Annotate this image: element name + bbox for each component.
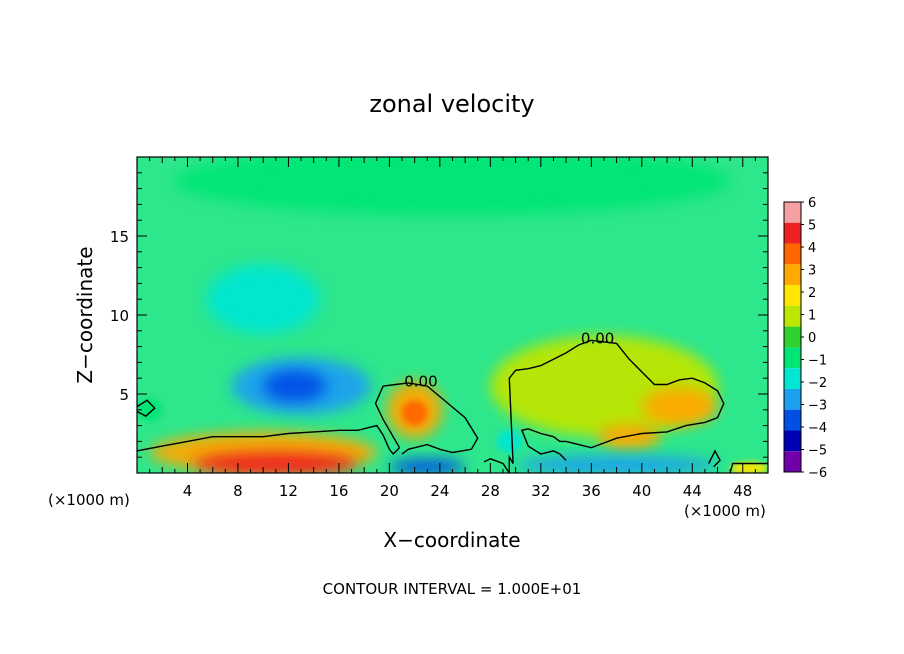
colorbar-label: 2 xyxy=(808,286,816,301)
colorbar-swatch xyxy=(784,285,801,306)
colorbar-swatch xyxy=(784,430,801,452)
x-unit-right: (×1000 m) xyxy=(684,502,766,520)
x-tick-label: 24 xyxy=(430,482,449,500)
contour-labels: 0.00 0.00 xyxy=(404,330,614,391)
x-tick-label: 8 xyxy=(233,482,243,500)
zero-contour-middle xyxy=(374,382,479,455)
colorbar-label: −1 xyxy=(808,354,827,369)
left-mid-negative-core xyxy=(263,370,327,402)
colorbar-label: −6 xyxy=(808,466,827,481)
colorbar-label: 0 xyxy=(808,331,816,346)
left-surface-positive-core xyxy=(193,452,358,473)
zero-contour-small-45 xyxy=(708,449,721,468)
x-tick-label: 28 xyxy=(481,482,500,500)
x-tick-label: 36 xyxy=(582,482,601,500)
colorbar-swatch xyxy=(784,243,801,265)
cyan-patch-29 xyxy=(496,430,522,453)
colorbar-swatch xyxy=(784,368,801,389)
x-tick-label: 44 xyxy=(683,482,702,500)
plot-area xyxy=(137,157,768,473)
surface-negative-mid xyxy=(389,458,466,473)
x-tick-label: 16 xyxy=(329,482,348,500)
colorbar-label: 4 xyxy=(808,241,816,256)
colorbar-label: 1 xyxy=(808,309,816,324)
right-positive-cell xyxy=(641,387,718,426)
colorbar-swatch xyxy=(784,202,801,223)
colorbar-label: −5 xyxy=(808,444,827,459)
surface-positive-48 xyxy=(730,461,768,473)
chart-title: zonal velocity xyxy=(369,90,534,118)
colorbar-label: −3 xyxy=(808,399,827,414)
colorbar-swatch xyxy=(784,305,801,327)
colorbar: 6 5 4 3 2 1 0 −1 −2 −3 −4 −5 −6 xyxy=(783,196,827,481)
colorbar-label: 3 xyxy=(808,264,816,279)
colorbar-swatch xyxy=(784,347,801,369)
zero-contour-left-small xyxy=(137,399,156,417)
left-upper-negative xyxy=(206,264,320,334)
x-tick-label: 32 xyxy=(531,482,550,500)
x-tick-label: 48 xyxy=(733,482,752,500)
x-axis-label: X−coordinate xyxy=(383,528,520,552)
zero-contour-lower-left xyxy=(137,424,400,456)
x-tick-label: 20 xyxy=(380,482,399,500)
x-tick-label: 4 xyxy=(183,482,193,500)
contour-interval-note: CONTOUR INTERVAL = 1.000E+01 xyxy=(323,580,582,598)
y-axis: 5 10 15 xyxy=(110,156,768,474)
x-unit-left: (×1000 m) xyxy=(48,491,130,509)
contour-label: 0.00 xyxy=(581,330,614,348)
colorbar-swatch xyxy=(784,264,801,286)
x-tick-label: 40 xyxy=(632,482,651,500)
x-axis: 4 8 12 16 20 24 28 32 36 40 44 48 xyxy=(136,157,769,500)
colorbar-swatch xyxy=(784,409,801,431)
contour-label: 0.00 xyxy=(404,372,437,390)
y-tick-label: 10 xyxy=(110,307,129,325)
upper-cyan-layer xyxy=(174,157,731,216)
right-positive-low xyxy=(597,424,661,450)
zero-contour-right xyxy=(483,339,725,473)
colorbar-swatch xyxy=(784,388,801,410)
colorbar-swatch xyxy=(784,326,801,348)
colorbar-label: −4 xyxy=(808,421,827,436)
colorbar-label: −2 xyxy=(808,376,827,391)
colorbar-label: 6 xyxy=(808,196,816,211)
zero-contour-surface-48 xyxy=(729,462,768,473)
y-axis-label: Z−coordinate xyxy=(73,246,97,383)
x-tick-label: 12 xyxy=(279,482,298,500)
y-tick-label: 5 xyxy=(119,386,129,404)
colorbar-swatch xyxy=(784,451,801,472)
mid-positive-core xyxy=(402,400,428,426)
colorbar-swatch xyxy=(784,222,801,244)
y-tick-label: 15 xyxy=(110,228,129,246)
colorbar-label: 5 xyxy=(808,219,816,234)
